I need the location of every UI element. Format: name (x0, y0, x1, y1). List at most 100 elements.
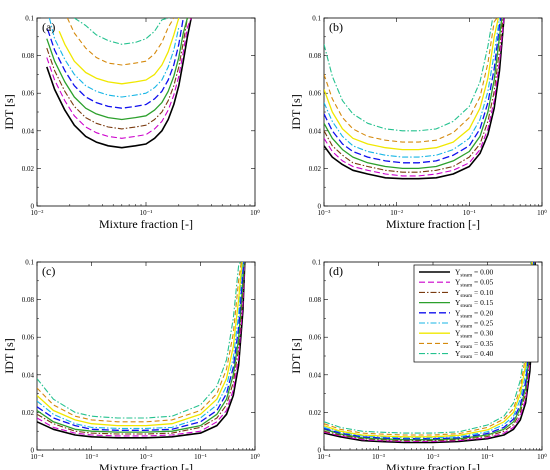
y-tick-label: 0.02 (309, 409, 322, 417)
y-tick-label: 0 (318, 447, 322, 455)
legend-entry-label: Ysteam = 0.35 (455, 339, 493, 350)
series-line (324, 18, 503, 170)
legend-value: = 0.15 (472, 298, 493, 307)
series-line (37, 262, 245, 433)
legend-var-subscript: steam (460, 345, 472, 350)
series-line (324, 18, 502, 164)
x-axis-label: Mixture fraction [-] (386, 217, 480, 231)
series-line (37, 262, 246, 439)
x-tick-label: 10⁻² (140, 453, 153, 461)
legend-var-subscript: steam (460, 325, 472, 330)
x-tick-label: 10⁻² (427, 453, 440, 461)
x-tick-label: 10⁻¹ (194, 453, 207, 461)
legend-entry-label: Ysteam = 0.05 (455, 278, 493, 289)
series-line (46, 18, 192, 149)
y-axis-label: IDT [s] (289, 338, 303, 373)
legend-value: = 0.10 (472, 288, 493, 297)
series-line (324, 262, 536, 442)
series-group (324, 18, 505, 180)
chart-panel: 0 0.02 0.04 0.06 0.08 0.1 10⁻⁴ 10⁻³ 10⁻² 10⁻¹ 10⁰ M… (2, 259, 260, 470)
legend-var-subscript: steam (460, 304, 472, 309)
y-tick-label: 0.08 (309, 52, 322, 60)
legend-var-subscript: steam (460, 355, 472, 360)
chart-panel: 0 0.02 0.04 0.06 0.08 0.1 10⁻⁴ 10⁻³ 10⁻² 10⁻¹ 10⁰ M… (289, 259, 547, 470)
series-line (46, 18, 192, 130)
chart-panel: 0 0.02 0.04 0.06 0.08 0.1 10⁻³ 10⁻² 10⁻¹ 10⁰ Mixtu… (289, 15, 547, 232)
y-tick-label: 0.1 (312, 15, 321, 23)
legend-entry-label: Ysteam = 0.40 (455, 349, 493, 360)
legend-var-symbol: Y (455, 298, 461, 307)
x-tick-label: 10⁻³ (318, 209, 331, 217)
legend-entry-label: Ysteam = 0.25 (455, 319, 493, 330)
legend-var-subscript: steam (460, 284, 472, 289)
y-tick-label: 0.04 (309, 371, 322, 379)
x-tick-label: 10⁰ (537, 453, 547, 461)
y-tick-label: 0.04 (22, 127, 35, 135)
x-axis-label: Mixture fraction [-] (386, 461, 480, 470)
y-tick-label: 0.06 (22, 334, 35, 342)
y-tick-label: 0.06 (22, 90, 35, 98)
legend-entry-label: Ysteam = 0.20 (455, 308, 493, 319)
x-tick-label: 10⁻⁴ (317, 453, 331, 461)
series-group (37, 262, 246, 439)
legend-value: = 0.05 (472, 278, 493, 287)
y-tick-label: 0.04 (309, 127, 322, 135)
x-tick-label: 10⁻⁴ (30, 453, 44, 461)
legend-var-symbol: Y (455, 349, 461, 358)
chart-panel: 0 0.02 0.04 0.06 0.08 0.1 10⁻² 10⁻¹ 10⁰ Mixture f… (2, 15, 260, 232)
legend-var-subscript: steam (460, 294, 472, 299)
legend-var-symbol: Y (455, 329, 461, 338)
y-axis-label: IDT [s] (289, 94, 303, 129)
x-tick-label: 10⁰ (250, 209, 260, 217)
legend-var-subscript: steam (460, 335, 472, 340)
y-tick-label: 0.1 (25, 15, 34, 23)
series-line (324, 262, 533, 438)
series-line (324, 262, 535, 440)
series-line (58, 18, 180, 85)
y-tick-label: 0.1 (312, 259, 321, 267)
panel-label: (c) (42, 264, 55, 278)
legend-value: = 0.35 (472, 339, 493, 348)
series-line (37, 262, 246, 437)
legend-var-symbol: Y (455, 278, 461, 287)
x-tick-label: 10⁻¹ (140, 209, 153, 217)
series-line (73, 18, 172, 45)
legend-value: = 0.25 (472, 319, 493, 328)
x-tick-label: 10⁰ (537, 209, 547, 217)
series-line (324, 18, 505, 177)
legend-value: = 0.20 (472, 308, 493, 317)
y-tick-label: 0.02 (22, 409, 35, 417)
y-tick-label: 0.08 (309, 296, 322, 304)
legend-var-subscript: steam (460, 314, 472, 319)
y-tick-label: 0 (31, 447, 35, 455)
y-tick-label: 0 (31, 203, 35, 211)
series-line (324, 18, 501, 158)
series-line (324, 18, 499, 151)
series-line (324, 18, 494, 132)
legend-value: = 0.40 (472, 349, 493, 358)
series-line (46, 18, 184, 109)
series-group (46, 18, 192, 149)
series-line (324, 262, 536, 444)
panel-label: (a) (42, 20, 55, 34)
legend-entry-label: Ysteam = 0.15 (455, 298, 493, 309)
panel-label: (b) (329, 20, 343, 34)
y-axis-label: IDT [s] (2, 94, 16, 129)
series-line (37, 262, 245, 431)
legend-entry-label: Ysteam = 0.00 (455, 268, 493, 279)
y-tick-label: 0.04 (22, 371, 35, 379)
y-tick-label: 0.06 (309, 334, 322, 342)
series-line (324, 18, 504, 173)
series-line (48, 18, 180, 98)
x-tick-label: 10⁻² (31, 209, 44, 217)
x-tick-label: 10⁻¹ (481, 453, 494, 461)
series-line (37, 262, 244, 429)
y-tick-label: 0.06 (309, 90, 322, 98)
y-tick-label: 0.02 (22, 165, 35, 173)
plot-frame (36, 17, 256, 207)
x-axis-label: Mixture fraction [-] (99, 461, 193, 470)
y-tick-label: 0.08 (22, 296, 35, 304)
series-line (324, 262, 534, 439)
